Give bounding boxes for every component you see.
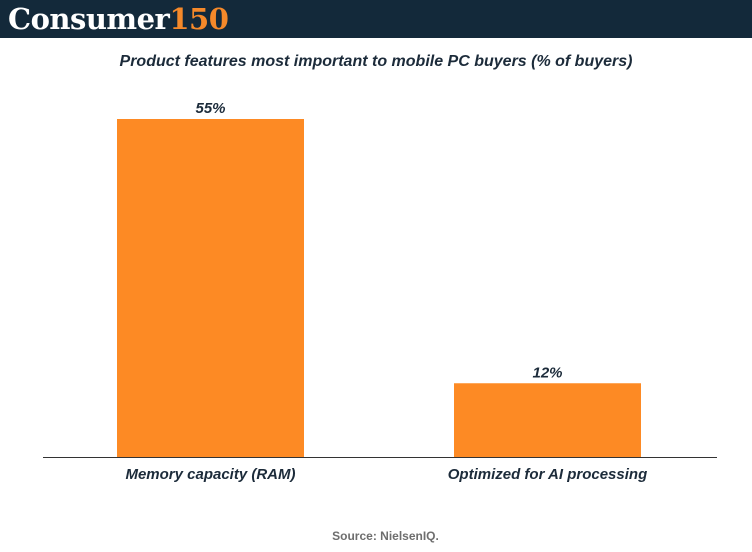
chart-title: Product features most important to mobil… bbox=[119, 53, 633, 70]
category-label-2: Optimized for AI processing bbox=[448, 466, 647, 483]
bar-2 bbox=[454, 383, 641, 457]
category-label-1: Memory capacity (RAM) bbox=[125, 466, 295, 483]
bar-1 bbox=[117, 119, 304, 457]
header-bar: Consumer 150 bbox=[0, 0, 752, 38]
logo-word: Consumer bbox=[8, 2, 170, 36]
data-label-1: 55% bbox=[195, 100, 225, 117]
source-note: Source: NielsenIQ. bbox=[332, 529, 439, 543]
consumer150-logo[interactable]: Consumer 150 bbox=[8, 1, 229, 37]
data-label-2: 12% bbox=[532, 364, 562, 381]
logo-number: 150 bbox=[169, 2, 229, 36]
